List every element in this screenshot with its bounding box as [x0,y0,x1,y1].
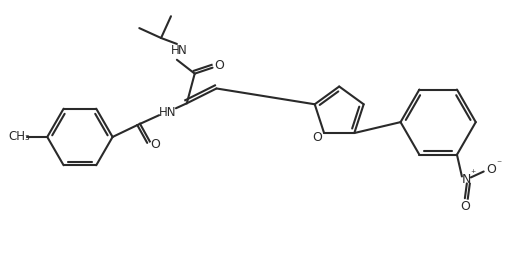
Text: HN: HN [159,106,177,119]
Text: N: N [462,173,471,186]
Text: O: O [150,138,160,151]
Text: ⁻: ⁻ [496,160,501,170]
Text: O: O [215,59,225,72]
Text: O: O [460,200,470,213]
Text: O: O [487,163,497,176]
Text: H: H [170,44,179,57]
Text: N: N [177,44,186,57]
Text: CH₃: CH₃ [9,131,31,143]
Text: O: O [312,131,322,144]
Text: ⁺: ⁺ [470,170,476,179]
